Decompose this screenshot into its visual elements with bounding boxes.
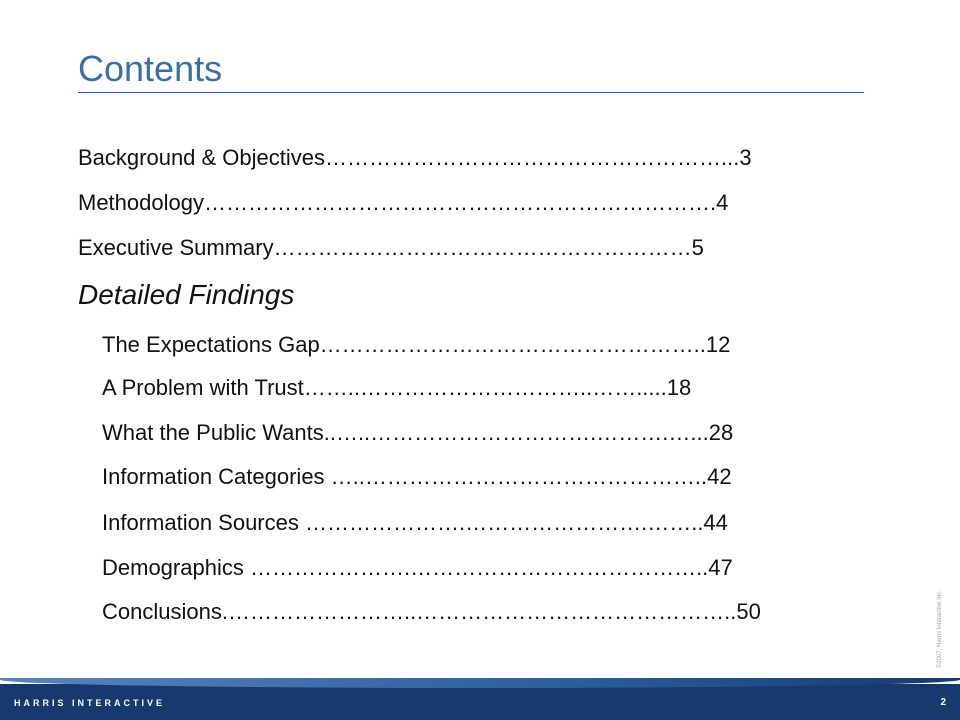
- toc-item-information-categories: Information Categories …..………………………………………: [102, 464, 732, 489]
- page-number: 2: [940, 697, 946, 708]
- copyright-notice: ©2007, Harris Interactive Inc.: [937, 590, 943, 668]
- toc-item-information-sources: Information Sources ………………….…………………….…….…: [102, 510, 728, 535]
- toc-item-conclusions: Conclusions.……………………..……………………………………..50: [102, 599, 761, 624]
- toc-item-methodology: Methodology…………………………………………………………….4: [78, 190, 729, 215]
- page-title: Contents: [78, 48, 223, 89]
- toc-item-problem-with-trust: A Problem with Trust……..…………………………..……..…: [102, 375, 692, 400]
- toc-item-background: Background & Objectives………………………………………………: [78, 145, 752, 170]
- footer-band: [0, 678, 960, 720]
- toc-item-expectations-gap: The Expectations Gap……………………………………………..1…: [102, 332, 731, 357]
- toc-item-what-public-wants: What the Public Wants..…..………………………….…………: [102, 420, 734, 445]
- section-heading: Detailed Findings: [78, 279, 295, 310]
- toc-item-demographics: Demographics ………………….…………………………………..47: [102, 555, 733, 580]
- title-underline: [78, 92, 864, 93]
- toc-item-executive-summary: Executive Summary…………………………………………………5: [78, 235, 704, 260]
- footer-company-name: HARRIS INTERACTIVE: [14, 698, 166, 708]
